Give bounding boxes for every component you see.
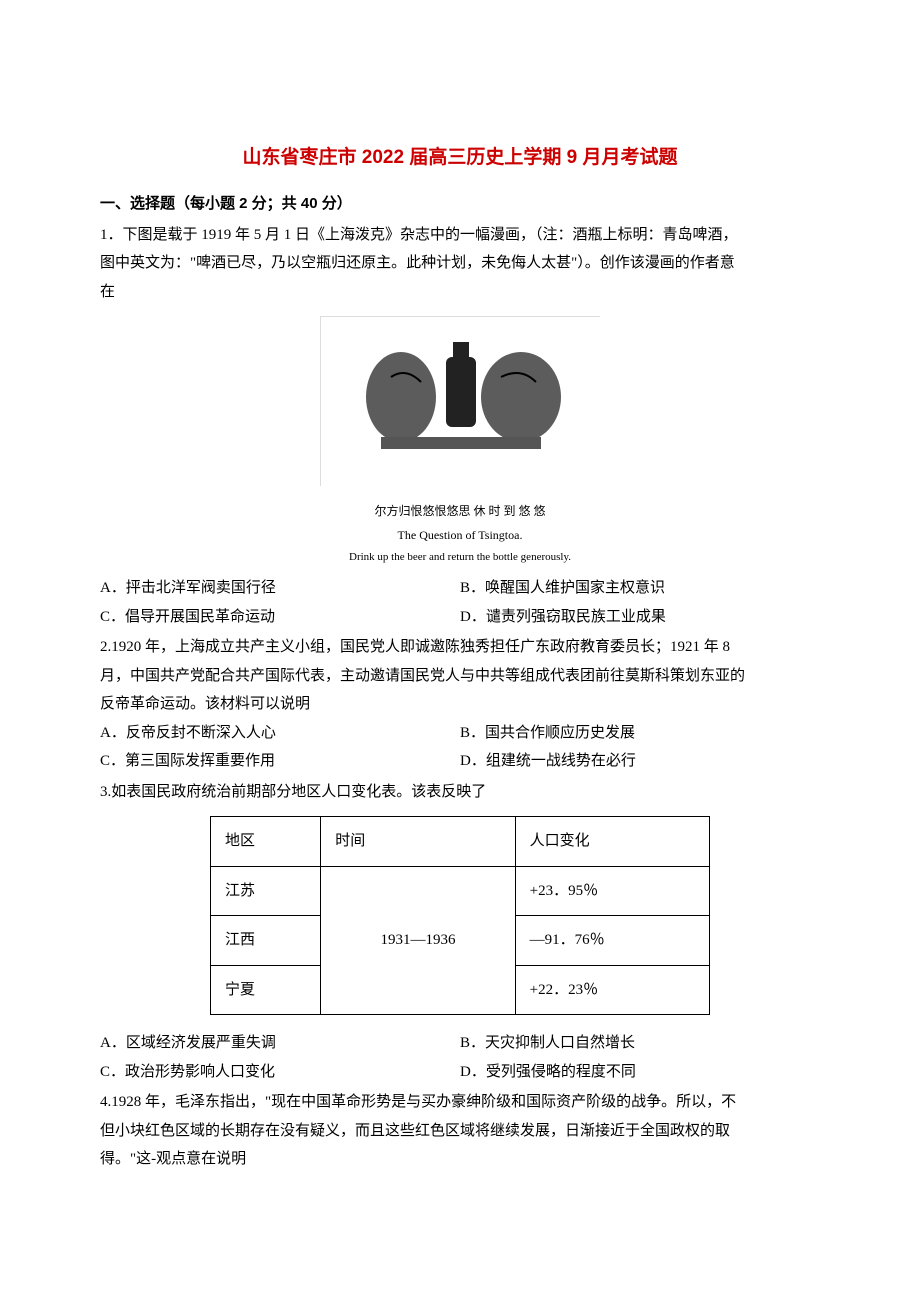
q2-line1: 2.1920 年，上海成立共产主义小组，国民党人即诚邀陈独秀担任广东政府教育委员… xyxy=(100,633,820,662)
q1-option-d: D．谴责列强窃取民族工业成果 xyxy=(460,603,820,632)
question-2: 2.1920 年，上海成立共产主义小组，国民党人即诚邀陈独秀担任广东政府教育委员… xyxy=(100,633,820,776)
cell-region-2: 江西 xyxy=(211,916,321,966)
th-region: 地区 xyxy=(211,817,321,867)
q1-line3: 在 xyxy=(100,278,820,307)
q2-line3: 反帝革命运动。该材料可以说明 xyxy=(100,690,820,719)
q3-stem: 3.如表国民政府统治前期部分地区人口变化表。该表反映了 xyxy=(100,778,820,807)
cell-change-1: +23．95％ xyxy=(515,866,709,916)
q1-options: A．抨击北洋军阀卖国行径 B．唤醒国人维护国家主权意识 C．倡导开展国民革命运动… xyxy=(100,574,820,631)
q3-options: A．区域经济发展严重失调 B．天灾抑制人口自然增长 C．政治形势影响人口变化 D… xyxy=(100,1029,820,1086)
q3-option-d: D．受列强侵略的程度不同 xyxy=(460,1058,820,1087)
cell-region-3: 宁夏 xyxy=(211,965,321,1015)
q2-line2: 月，中国共产党配合共产国际代表，主动邀请国民党人与中共等组成代表团前往莫斯科策划… xyxy=(100,662,820,691)
q3-option-b: B．天灾抑制人口自然增长 xyxy=(460,1029,820,1058)
q4-line2: 但小块红色区域的长期存在没有疑义，而且这些红色区域将继续发展，日渐接近于全国政权… xyxy=(100,1117,820,1146)
cell-region-1: 江苏 xyxy=(211,866,321,916)
q3-option-c: C．政治形势影响人口变化 xyxy=(100,1058,460,1087)
cell-change-3: +22．23％ xyxy=(515,965,709,1015)
cell-time-span: 1931—1936 xyxy=(321,866,515,1015)
figure-caption-en2: Drink up the beer and return the bottle … xyxy=(100,547,820,568)
table-row: 江苏 1931—1936 +23．95％ xyxy=(211,866,710,916)
q1-option-a: A．抨击北洋军阀卖国行径 xyxy=(100,574,460,603)
q4-line3: 得。"这-观点意在说明 xyxy=(100,1145,820,1174)
th-time: 时间 xyxy=(321,817,515,867)
figure-caption-en1: The Question of Tsingtoa. xyxy=(100,524,820,547)
section-1-header: 一、选择题（每小题 2 分；共 40 分） xyxy=(100,190,820,219)
q4-line1: 4.1928 年，毛泽东指出，"现在中国革命形势是与买办豪绅阶级和国际资产阶级的… xyxy=(100,1088,820,1117)
figure-caption-cn: 尔方归恨悠恨悠思 休 时 到 悠 悠 xyxy=(100,500,820,523)
question-1: 1．下图是载于 1919 年 5 月 1 日《上海泼克》杂志中的一幅漫画，（注：… xyxy=(100,221,820,631)
q1-line2: 图中英文为："啤酒已尽，乃以空瓶归还原主。此种计划，未免侮人太甚"）。创作该漫画… xyxy=(100,249,820,278)
q2-option-a: A．反帝反封不断深入人心 xyxy=(100,719,460,748)
q3-option-a: A．区域经济发展严重失调 xyxy=(100,1029,460,1058)
q1-option-c: C．倡导开展国民革命运动 xyxy=(100,603,460,632)
table-header-row: 地区 时间 人口变化 xyxy=(211,817,710,867)
question-3: 3.如表国民政府统治前期部分地区人口变化表。该表反映了 地区 时间 人口变化 江… xyxy=(100,778,820,1087)
question-4: 4.1928 年，毛泽东指出，"现在中国革命形势是与买办豪绅阶级和国际资产阶级的… xyxy=(100,1088,820,1174)
q2-options: A．反帝反封不断深入人心 B．国共合作顺应历史发展 C．第三国际发挥重要作用 D… xyxy=(100,719,820,776)
exam-title: 山东省枣庄市 2022 届高三历史上学期 9 月月考试题 xyxy=(100,140,820,176)
q1-option-b: B．唤醒国人维护国家主权意识 xyxy=(460,574,820,603)
th-change: 人口变化 xyxy=(515,817,709,867)
q2-option-d: D．组建统一战线势在必行 xyxy=(460,747,820,776)
q2-option-b: B．国共合作顺应历史发展 xyxy=(460,719,820,748)
cartoon-image xyxy=(320,316,600,486)
q1-figure: 尔方归恨悠恨悠思 休 时 到 悠 悠 The Question of Tsing… xyxy=(100,316,820,568)
q3-table: 地区 时间 人口变化 江苏 1931—1936 +23．95％ 江西 —91．7… xyxy=(210,816,710,1015)
q1-line1: 1．下图是载于 1919 年 5 月 1 日《上海泼克》杂志中的一幅漫画，（注：… xyxy=(100,221,820,250)
cell-change-2: —91．76％ xyxy=(515,916,709,966)
q2-option-c: C．第三国际发挥重要作用 xyxy=(100,747,460,776)
